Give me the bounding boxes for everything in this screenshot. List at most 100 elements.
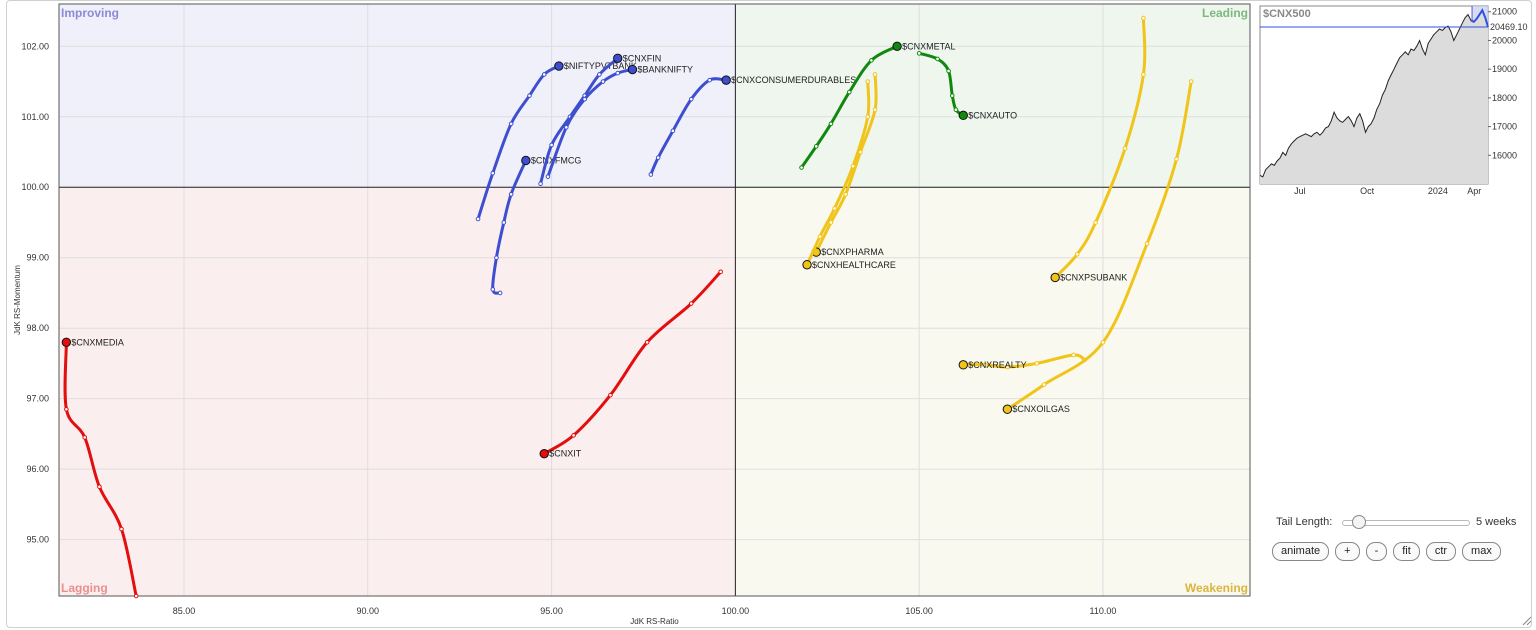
tail-point xyxy=(850,163,856,169)
head-point-banknifty xyxy=(627,64,638,75)
tail-point xyxy=(97,484,102,490)
symbol-label-cnxit: $CNXIT xyxy=(549,449,582,459)
rrg-controls: Tail Length: 5 weeks animate + - fit ctr… xyxy=(1272,512,1522,561)
tail-cnxmetal xyxy=(800,44,899,169)
series-cnxmetal: $CNXMETAL xyxy=(799,41,955,170)
mini-y-tick-label: 17000 xyxy=(1492,122,1517,132)
head-point-cnxauto xyxy=(958,110,968,121)
tail-point xyxy=(670,128,676,134)
mini-chart-title: $CNX500 xyxy=(1263,8,1311,20)
tail-point xyxy=(828,220,834,225)
tail-point xyxy=(799,165,804,170)
tail-length-row: Tail Length: 5 weeks xyxy=(1276,512,1522,532)
x-tick-label: 110.00 xyxy=(1090,606,1117,616)
mini-x-tick-label: Jul xyxy=(1294,186,1306,196)
zoom-in-button[interactable]: + xyxy=(1335,542,1360,561)
tail-point xyxy=(1093,220,1098,225)
head-point-cnxfin xyxy=(613,53,623,63)
tail-point xyxy=(1071,352,1076,358)
tail-point xyxy=(475,216,481,222)
tail-length-slider[interactable] xyxy=(1342,515,1470,529)
zoom-out-button[interactable]: - xyxy=(1365,542,1388,561)
tail-length-slider-track[interactable] xyxy=(1342,520,1470,526)
tail-point xyxy=(869,58,874,63)
max-button[interactable]: max xyxy=(1462,542,1501,561)
tail-point xyxy=(64,406,69,412)
tail-point xyxy=(828,121,834,127)
head-point-cnxit xyxy=(539,448,549,459)
series-cnxhealthcare: $CNXHEALTHCARE xyxy=(802,79,896,270)
tail-point xyxy=(872,72,878,77)
symbol-label-cnxmetal: $CNXMETAL xyxy=(902,41,955,51)
symbol-label-cnxconsumerdurables: $CNXCONSUMERDURABLES xyxy=(731,75,856,85)
mini-price-line xyxy=(1259,9,1489,178)
tail-cnxit xyxy=(542,270,723,456)
tail-point xyxy=(545,174,551,179)
tail-length-slider-handle[interactable] xyxy=(1352,515,1366,529)
x-tick-label: 90.00 xyxy=(357,606,380,616)
tail-point xyxy=(865,79,871,84)
mini-y-tick-label: 16000 xyxy=(1492,150,1517,160)
mini-y-tick-label: 18000 xyxy=(1492,93,1517,103)
head-point-cnxmetal xyxy=(892,41,902,51)
mini-y-tick-label: 19000 xyxy=(1492,64,1517,74)
tail-point xyxy=(949,93,955,98)
tail-point xyxy=(563,125,569,130)
series-cnxit: $CNXIT xyxy=(539,269,723,459)
symbol-label-cnxrealty: $CNXREALTY xyxy=(968,360,1026,370)
tail-cnxpharma xyxy=(814,73,878,254)
symbol-label-cnxpharma: $CNXPHARMA xyxy=(821,247,884,257)
benchmark-mini-chart: 21000 20000 19000 18000 17000 16000 20469.10 Ju… xyxy=(1259,5,1528,196)
tail-point xyxy=(508,121,514,127)
head-point-cnxrealty xyxy=(958,360,968,370)
fit-button[interactable]: fit xyxy=(1393,542,1420,561)
tail-point xyxy=(571,433,576,438)
animate-button[interactable]: animate xyxy=(1272,542,1330,561)
tail-point xyxy=(1144,241,1150,246)
symbol-label-niftypvtbank: $NIFTYPVTBANK xyxy=(564,61,637,71)
tail-point xyxy=(549,142,554,148)
quadrant-weakening xyxy=(735,187,1250,596)
tail-point xyxy=(983,362,988,368)
quadrant-label-leading: Leading xyxy=(1202,6,1248,20)
y-axis-title: JdK RS-Momentum xyxy=(13,265,22,335)
tail-point xyxy=(508,191,514,197)
tail-point xyxy=(1034,361,1040,366)
mini-x-tick-label: 2024 xyxy=(1428,186,1448,196)
symbol-label-cnxpsubank: $CNXPSUBANK xyxy=(1060,272,1127,282)
head-point-cnxpsubank xyxy=(1050,272,1060,283)
tail-point xyxy=(494,255,499,261)
mini-y-tick-label: 21000 xyxy=(1492,7,1517,17)
y-tick-label: 95.00 xyxy=(26,535,49,545)
tail-point xyxy=(843,191,848,197)
x-tick-label: 105.00 xyxy=(905,606,933,616)
mini-x-tick-label: Apr xyxy=(1467,186,1481,196)
series-niftypvtbank: $NIFTYPVTBANK xyxy=(475,61,637,222)
series-cnxconsumerdurables: $CNXCONSUMERDURABLES xyxy=(648,75,856,177)
quadrant-improving xyxy=(59,4,736,188)
resize-grip-icon[interactable] xyxy=(1522,616,1532,626)
tail-point xyxy=(935,56,940,62)
tail-point xyxy=(946,68,951,74)
tail-point xyxy=(688,301,694,306)
y-tick-label: 102.00 xyxy=(21,41,49,51)
y-tick-label: 98.00 xyxy=(26,323,49,333)
tail-point xyxy=(832,206,837,211)
tail-point xyxy=(1041,382,1047,387)
tail-point xyxy=(490,287,496,292)
mini-x-tick-label: Oct xyxy=(1360,186,1375,196)
tail-point xyxy=(541,72,547,77)
control-buttons: animate + - fit ctr max xyxy=(1272,542,1522,561)
symbol-label-cnxmedia: $CNXMEDIA xyxy=(71,337,124,347)
tail-point xyxy=(865,114,871,120)
tail-point xyxy=(119,526,124,532)
tail-cnxmedia xyxy=(63,340,138,598)
tail-point xyxy=(1141,15,1146,21)
tail-point xyxy=(718,269,723,275)
tail-point xyxy=(1174,156,1179,162)
tail-point xyxy=(817,234,823,239)
center-button[interactable]: ctr xyxy=(1425,542,1457,561)
tail-point xyxy=(1074,251,1080,257)
tail-cnxhealthcare xyxy=(805,80,871,267)
tail-point xyxy=(490,170,496,176)
